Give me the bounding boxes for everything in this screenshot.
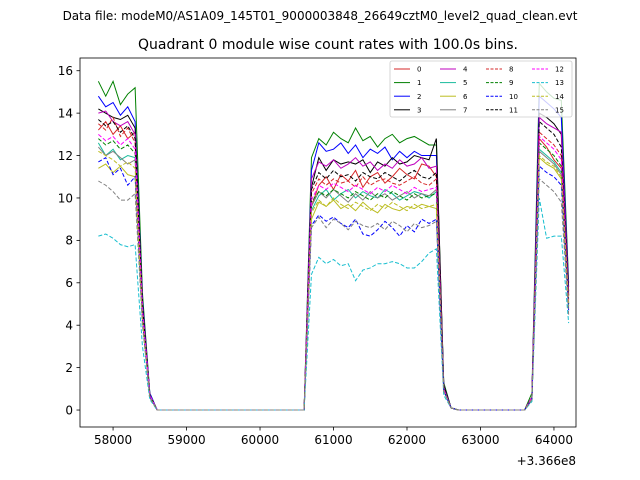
legend-label-15: 15 — [555, 106, 564, 114]
legend-label-1: 1 — [417, 79, 421, 87]
chart-title: Quadrant 0 module wise count rates with … — [138, 37, 518, 53]
y-tick-label: 0 — [65, 403, 73, 417]
x-tick-label: 63000 — [461, 433, 499, 447]
legend-label-13: 13 — [555, 79, 564, 87]
x-axis-offset-label: +3.366e8 — [517, 454, 576, 468]
x-axis: 58000 59000 60000 61000 62000 63000 64000 — [94, 427, 573, 447]
legend-label-11: 11 — [509, 106, 518, 114]
legend-label-10: 10 — [509, 93, 518, 101]
y-tick-label: 16 — [58, 64, 73, 78]
x-tick-label: 60000 — [241, 433, 279, 447]
y-axis: 0 2 4 6 8 10 12 14 16 — [58, 64, 80, 417]
legend-label-7: 7 — [463, 106, 467, 114]
x-tick-label: 58000 — [94, 433, 132, 447]
legend-label-0: 0 — [417, 66, 421, 74]
legend-label-6: 6 — [463, 93, 468, 101]
legend-box — [389, 60, 573, 118]
legend-label-8: 8 — [509, 66, 513, 74]
legend-label-5: 5 — [463, 79, 467, 87]
figure-suptitle: Data file: modeM0/AS1A09_145T01_90000038… — [63, 9, 578, 23]
y-tick-label: 14 — [58, 106, 73, 120]
legend-label-12: 12 — [555, 66, 564, 74]
y-tick-label: 6 — [65, 276, 73, 290]
x-tick-label: 64000 — [535, 433, 573, 447]
y-tick-label: 10 — [58, 191, 73, 205]
y-tick-label: 8 — [65, 234, 73, 248]
legend-label-14: 14 — [555, 93, 564, 101]
x-tick-label: 62000 — [388, 433, 426, 447]
legend-label-4: 4 — [463, 66, 468, 74]
series-layer — [97, 79, 570, 411]
legend-label-9: 9 — [509, 79, 513, 87]
y-tick-label: 2 — [65, 361, 73, 375]
legend-label-3: 3 — [417, 106, 421, 114]
plot-frame — [79, 57, 577, 428]
y-tick-label: 4 — [65, 319, 73, 333]
plot-area — [80, 58, 576, 427]
x-tick-label: 61000 — [314, 433, 352, 447]
y-tick-label: 12 — [58, 149, 73, 163]
series-line-15 — [98, 177, 570, 411]
legend-label-2: 2 — [417, 93, 421, 101]
x-tick-label: 59000 — [167, 433, 205, 447]
